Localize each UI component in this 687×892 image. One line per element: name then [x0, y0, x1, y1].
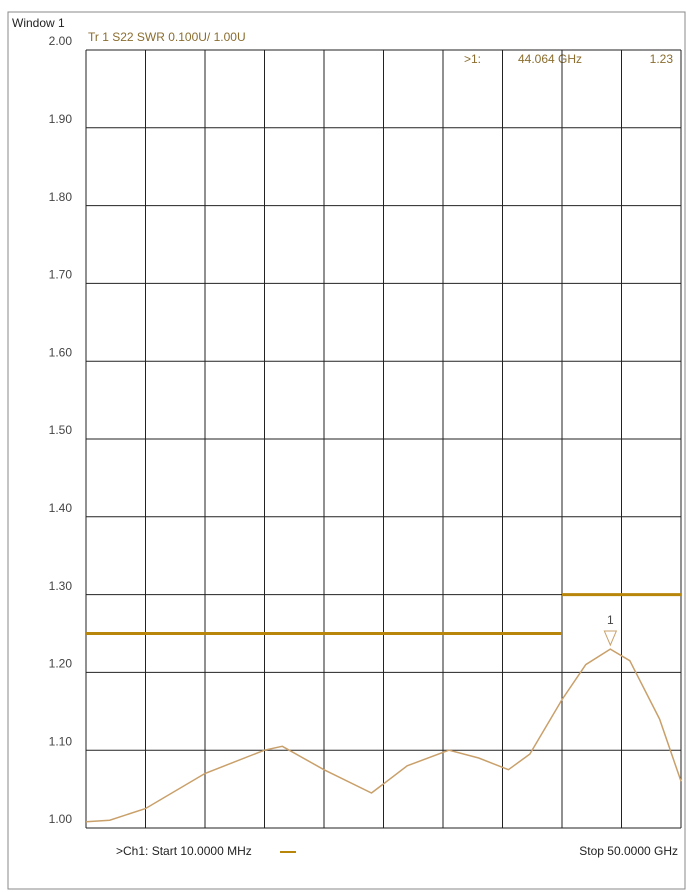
y-tick-label: 1.50 [49, 423, 73, 437]
y-tick-label: 2.00 [49, 34, 73, 48]
y-tick-label: 1.60 [49, 345, 73, 359]
y-tick-label: 1.10 [49, 734, 73, 748]
marker [603, 630, 618, 647]
y-tick-label: 1.00 [49, 812, 73, 826]
y-tick-label: 1.30 [49, 579, 73, 593]
marker-prefix: >1: [464, 52, 481, 66]
stop-label: Stop 50.0000 GHz [579, 844, 678, 858]
y-tick-label: 1.20 [49, 657, 73, 671]
chart-title: Tr 1 S22 SWR 0.100U/ 1.00U [88, 30, 246, 44]
marker-label: 1 [607, 613, 614, 627]
y-tick-label: 1.40 [49, 501, 73, 515]
y-tick-label: 1.80 [49, 190, 73, 204]
trace [85, 648, 682, 823]
marker-value: 1.23 [650, 52, 674, 66]
marker-x-label: 44.064 GHz [518, 52, 582, 66]
y-tick-label: 1.70 [49, 268, 73, 282]
window-frame [7, 11, 686, 890]
y-tick-label: 1.90 [49, 112, 73, 126]
window-label: Window 1 [12, 16, 65, 30]
start-label: >Ch1: Start 10.0000 MHz [116, 844, 252, 858]
